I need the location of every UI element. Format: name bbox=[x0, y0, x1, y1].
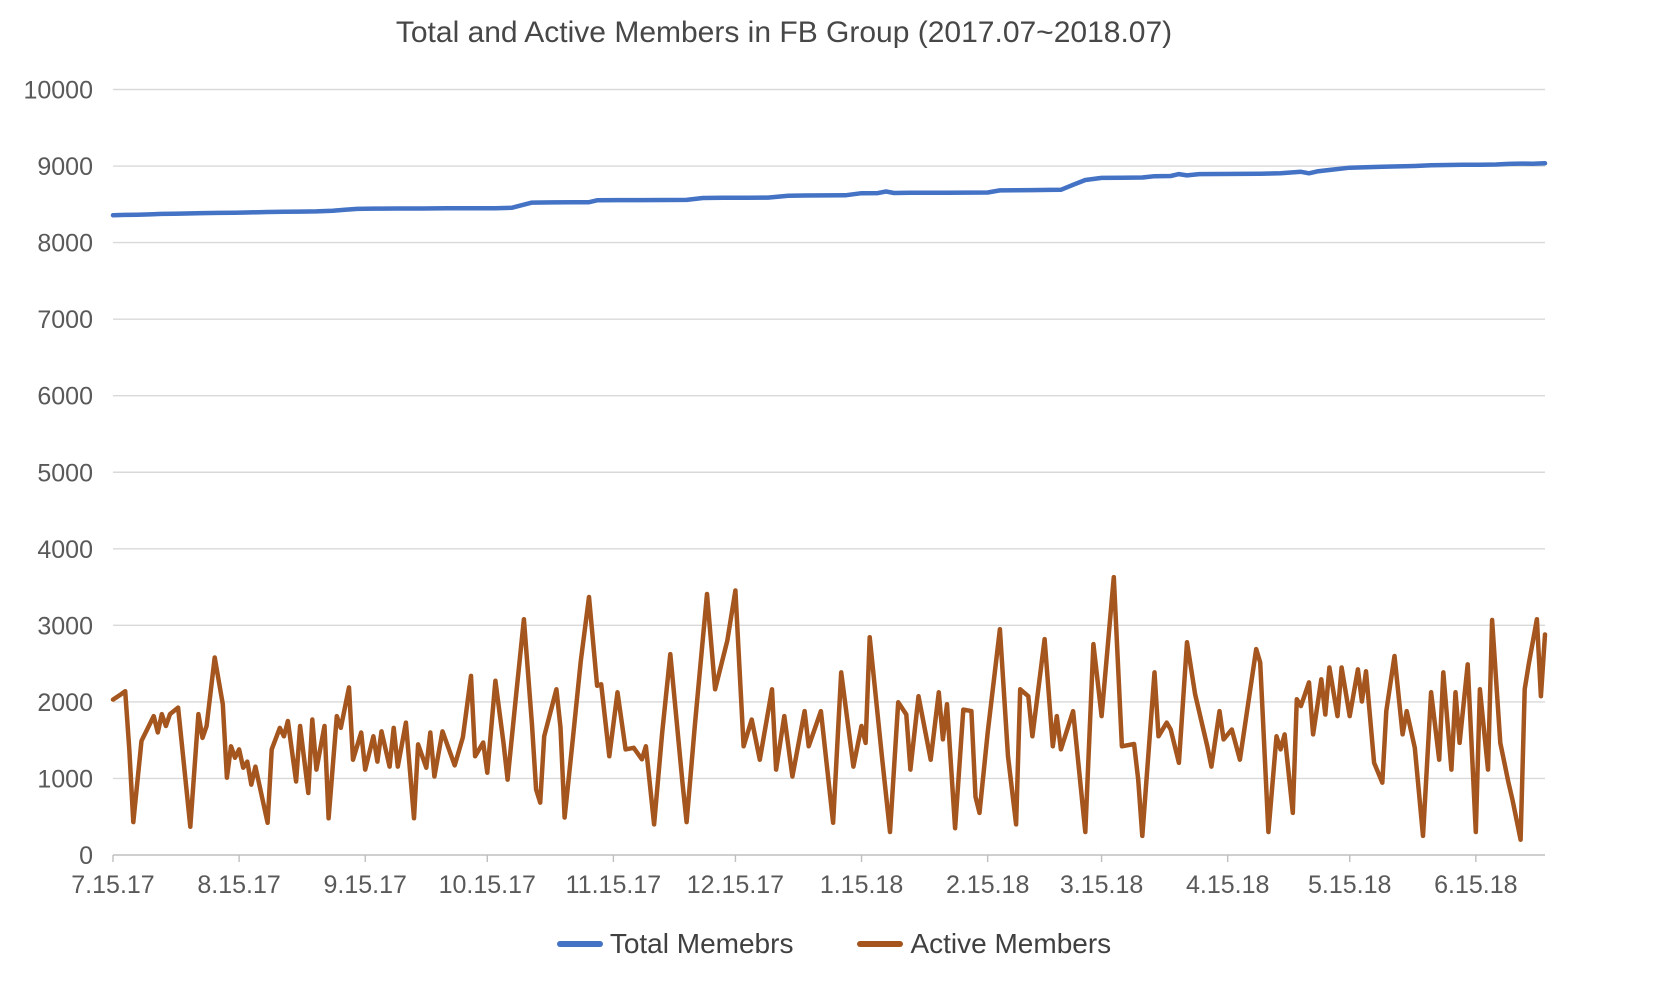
x-tick-label: 2.15.18 bbox=[946, 871, 1029, 899]
x-tick-label: 5.15.18 bbox=[1308, 871, 1391, 899]
x-tick-label: 4.15.18 bbox=[1186, 871, 1269, 899]
x-tick-label: 10.15.17 bbox=[439, 871, 536, 899]
x-tick-label: 8.15.17 bbox=[197, 871, 280, 899]
y-tick-label: 2000 bbox=[37, 689, 93, 717]
y-tick-label: 0 bbox=[79, 842, 93, 870]
series-line-active-members bbox=[110, 574, 1548, 842]
x-tick-label: 11.15.17 bbox=[566, 871, 661, 899]
x-tick-label: 1.15.18 bbox=[820, 871, 903, 899]
y-tick-label: 7000 bbox=[37, 306, 93, 334]
legend-label-total-members: Total Memebrs bbox=[609, 928, 794, 959]
legend-item-total-members: Total Memebrs bbox=[556, 928, 794, 960]
y-tick-label: 8000 bbox=[37, 230, 93, 258]
x-tick-label: 3.15.18 bbox=[1060, 871, 1143, 899]
y-tick-label: 5000 bbox=[37, 459, 93, 487]
chart-title: Total and Active Members in FB Group (20… bbox=[395, 16, 1173, 49]
legend-label-active-members: Active Members bbox=[910, 928, 1112, 959]
x-tick-label: 7.15.17 bbox=[71, 871, 154, 899]
legend-swatch-active-members bbox=[857, 941, 904, 947]
y-tick-label: 9000 bbox=[37, 153, 93, 181]
chart-legend: Total Memebrs Active Members bbox=[0, 928, 1668, 960]
y-tick-label: 3000 bbox=[37, 612, 93, 640]
x-tick-label: 12.15.17 bbox=[687, 871, 784, 899]
y-tick-label: 6000 bbox=[37, 383, 93, 411]
legend-item-active-members: Active Members bbox=[857, 928, 1111, 960]
y-tick-label: 4000 bbox=[37, 536, 93, 564]
legend-swatch-total-members bbox=[556, 941, 603, 947]
y-tick-label: 1000 bbox=[37, 765, 93, 793]
y-tick-label: 10000 bbox=[23, 77, 93, 105]
series-line-total-memebrs bbox=[110, 161, 1548, 218]
x-tick-label: 9.15.17 bbox=[324, 871, 407, 899]
x-tick-label: 6.15.18 bbox=[1434, 871, 1517, 899]
